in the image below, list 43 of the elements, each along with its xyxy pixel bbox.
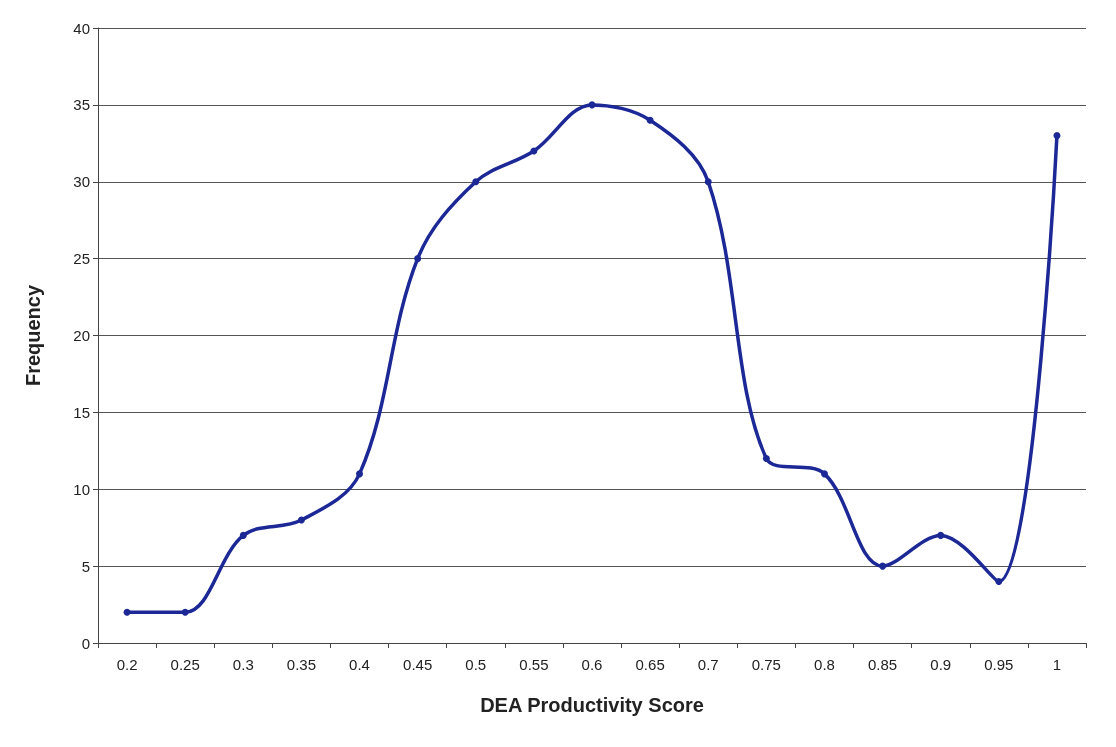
point [356,470,364,478]
point [704,178,712,186]
x-tick-label: 1 [1052,656,1062,673]
y-axis-title: Frequency [22,284,44,387]
point [879,562,887,570]
point [937,531,945,539]
y-tick-label: 20 [73,327,90,344]
x-tick-label: 0.65 [635,656,665,673]
point [995,578,1003,585]
y-tick-label: 0 [81,634,90,652]
point [297,516,305,524]
x-tick-label: 0.5 [465,656,487,673]
point [762,455,770,462]
point [820,470,828,478]
point [1053,132,1061,140]
point [123,608,131,616]
y-tick-label: 10 [73,480,90,498]
point [472,178,480,186]
x-tick-label: 0.4 [349,656,370,673]
y-tick-label: 40 [73,19,90,37]
x-tick-label: 0.9 [930,656,952,673]
x-axis-title: DEA Productivity Score [480,694,704,716]
point [239,531,247,539]
x-tick-label: 0.85 [867,656,898,673]
x-tick-label: 0.3 [232,656,254,673]
x-tick-label: 0.8 [814,656,835,673]
point [646,116,654,124]
x-tick-label: 0.7 [697,656,719,673]
y-tick-label: 15 [73,403,90,421]
x-tick-label: 0.25 [170,656,200,673]
y-tick-label: 35 [73,96,90,114]
y-tick-label: 25 [73,250,90,268]
x-tick-label: 0.75 [751,656,781,673]
x-tick-label: 0.35 [286,656,317,673]
x-tick-label: 0.55 [519,656,549,673]
point [181,608,189,616]
x-tick-label: 0.45 [403,656,433,673]
y-tick-label: 30 [73,173,90,191]
x-tick-label: 0.2 [116,656,138,673]
point [414,255,422,263]
x-tick-label: 0.6 [581,656,603,673]
y-tick-label: 5 [81,557,90,575]
x-tick-label: 0.95 [984,656,1014,673]
